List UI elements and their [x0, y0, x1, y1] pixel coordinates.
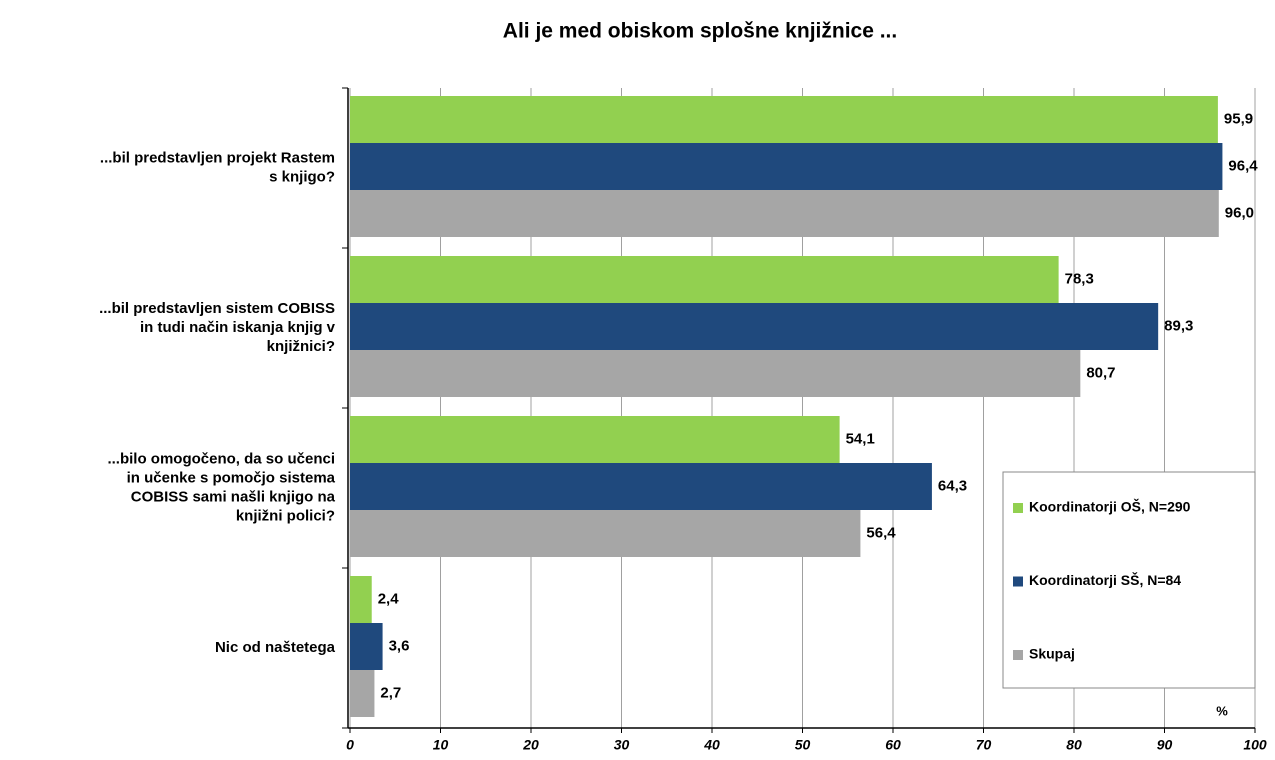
x-tick-label: 30 — [614, 737, 630, 753]
y-tick-label: in učenke s pomočjo sistema — [127, 469, 336, 486]
data-label: 80,7 — [1086, 364, 1115, 381]
data-label: 78,3 — [1065, 270, 1094, 287]
x-tick-label: 10 — [433, 737, 449, 753]
data-label: 3,6 — [389, 637, 410, 654]
bar — [350, 190, 1219, 237]
legend-label: Koordinatorji OŠ, N=290 — [1029, 498, 1191, 515]
bar — [350, 510, 861, 557]
y-tick-label: ...bil predstavljen projekt Rastem — [100, 149, 335, 166]
y-tick-label: s knjigo? — [269, 168, 335, 185]
x-tick-label: 100 — [1243, 737, 1267, 753]
bar — [350, 256, 1059, 303]
legend-label: Koordinatorji SŠ, N=84 — [1029, 571, 1181, 588]
legend-swatch — [1013, 576, 1023, 587]
y-tick-label: in tudi način iskanja knjig v — [140, 319, 336, 336]
data-label: 64,3 — [938, 477, 967, 494]
legend-swatch — [1013, 503, 1023, 513]
bar — [350, 463, 932, 510]
x-tick-label: 50 — [795, 737, 811, 753]
data-label: 89,3 — [1164, 317, 1193, 334]
y-tick-label: ...bil predstavljen sistem COBISS — [99, 300, 335, 317]
x-tick-label: 90 — [1157, 737, 1173, 753]
data-label: 2,7 — [380, 684, 401, 701]
bar — [350, 303, 1159, 350]
data-label: 56,4 — [866, 524, 896, 541]
bar — [350, 350, 1081, 397]
y-tick-label: COBISS sami našli knjigo na — [131, 488, 336, 505]
x-axis-label: % — [1216, 703, 1228, 718]
bar — [350, 143, 1223, 190]
legend-label: Skupaj — [1029, 646, 1075, 662]
x-tick-label: 0 — [346, 737, 354, 753]
y-tick-label: Nic od naštetega — [215, 639, 336, 656]
x-tick-label: 20 — [522, 737, 539, 753]
data-label: 2,4 — [378, 590, 400, 607]
x-tick-label: 40 — [703, 737, 720, 753]
x-tick-label: 70 — [976, 737, 992, 753]
y-tick-label: knjižnici? — [267, 338, 335, 355]
y-tick-label: ...bilo omogočeno, da so učenci — [107, 450, 335, 467]
bar — [350, 576, 372, 623]
bar — [350, 623, 383, 670]
chart-title: Ali je med obiskom splošne knjižnice ... — [503, 20, 897, 43]
data-label: 96,4 — [1228, 157, 1258, 174]
data-label: 96,0 — [1225, 204, 1254, 221]
bar — [350, 670, 375, 717]
y-tick-label: knjižni polici? — [236, 507, 335, 524]
legend-box — [1002, 471, 1256, 689]
x-tick-label: 80 — [1066, 737, 1082, 753]
bar — [350, 416, 840, 463]
data-label: 95,9 — [1224, 110, 1253, 127]
data-label: 54,1 — [846, 430, 875, 447]
bar — [350, 96, 1218, 143]
legend-swatch — [1013, 650, 1023, 660]
x-tick-label: 60 — [885, 737, 901, 753]
